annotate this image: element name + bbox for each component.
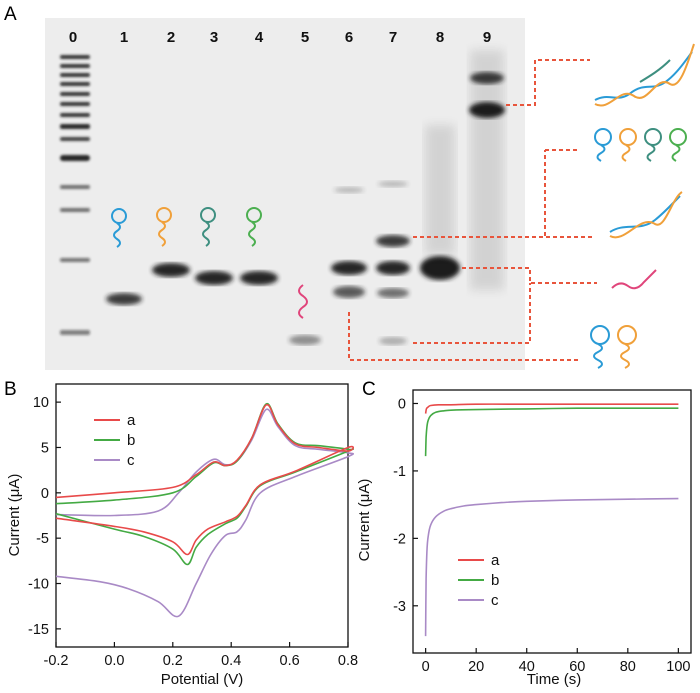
hairpin-green-icon: [246, 207, 262, 247]
long-duplex-icon: [594, 43, 695, 107]
panel-c: C 0 20 40 60 80 100 0 -1 -2 -3 a b c Time (s) Cur…: [356, 379, 692, 688]
band-lane-1: [106, 293, 142, 305]
band-lane-9-upper: [470, 72, 504, 84]
band-lane-7-lower: [377, 288, 409, 298]
gel-bands: [60, 50, 505, 345]
band-lane-7-top: [376, 235, 410, 247]
chart-c-ytick-label-3: -3: [393, 599, 406, 615]
chart-c-ticks: 0 20 40 60 80 100 0 -1 -2 -3: [393, 396, 690, 675]
chart-b-legend: a b c: [94, 412, 136, 469]
chart-c-xtick-label-0: 0: [422, 659, 430, 675]
chart-b-xtick-label-0-2: 0.2: [163, 653, 183, 669]
chart-b-ytick-label-0: 0: [41, 486, 49, 502]
lane-number-5: 5: [301, 29, 309, 46]
gel-hairpin-icons: [111, 207, 308, 319]
band-lane-5: [289, 335, 321, 345]
legend-c-label-c: c: [491, 592, 499, 609]
lane-number-9: 9: [483, 29, 491, 46]
panel-c-letter: C: [362, 379, 376, 400]
smear-lane-9: [470, 50, 504, 290]
it-line-c: [424, 497, 679, 637]
it-line-a: [424, 403, 679, 414]
schematic-icons: [590, 43, 695, 369]
panel-a-letter: A: [4, 4, 17, 25]
chart-b-frame: [55, 383, 349, 648]
lane-numbers: 0 1 2 3 4 5 6 7 8 9: [69, 29, 491, 46]
cv-line-b: [55, 403, 354, 566]
lane-number-8: 8: [436, 29, 444, 46]
panel-a: A 0 1 2 3 4 5 6 7 8 9: [4, 4, 695, 370]
chart-c-xtick-label-20: 20: [468, 659, 484, 675]
leader-lines: [348, 59, 597, 361]
chart-c-frame: [412, 389, 692, 654]
chart-b-xlabel: Potential (V): [161, 671, 244, 688]
chart-b-lines: [55, 403, 354, 618]
chart-b-xtick-label-0-6: 0.6: [280, 653, 300, 669]
lane-number-7: 7: [389, 29, 397, 46]
chart-c-ytick-label-2: -2: [393, 531, 406, 547]
band-lane-7-middle: [376, 261, 410, 275]
short-duplex-icon: [609, 191, 683, 239]
lane-number-0: 0: [69, 29, 77, 46]
chart-c-xtick-label-80: 80: [620, 659, 636, 675]
chart-b-xtick-label-0-0: 0.0: [104, 653, 124, 669]
chart-c-xlabel: Time (s): [527, 671, 581, 688]
chart-b-ticks: -0.2 0.0 0.2 0.4 0.6 0.8 10 5 0 -5 -10 -15: [28, 395, 358, 669]
chart-c-xtick-label-100: 100: [666, 659, 690, 675]
chart-c-xtick-label-60: 60: [569, 659, 585, 675]
chart-b-ytick-label-10: -10: [28, 577, 49, 593]
single-strand-icon: [298, 284, 308, 319]
lane-number-1: 1: [120, 29, 128, 46]
band-lane-7-bottom: [379, 337, 407, 345]
chart-b-ytick-label-10: 10: [33, 395, 49, 411]
band-lane-9-lower: [469, 102, 505, 118]
cv-line-a: [55, 404, 354, 556]
chart-c-xtick-label-40: 40: [519, 659, 535, 675]
four-hairpins-icon: [594, 128, 687, 162]
band-lane-6-faint: [334, 187, 364, 193]
chart-b-ytick-label-5: 5: [41, 440, 49, 456]
chart-c-lines: [424, 403, 679, 637]
band-lane-8: [420, 256, 460, 280]
band-lane-4: [240, 271, 278, 285]
chart-c-legend: a b c: [458, 552, 500, 609]
chart-b-ytick-label-15: -15: [28, 622, 49, 638]
legend-c-label-b: b: [491, 572, 499, 589]
smear-lane-8: [425, 125, 455, 255]
hairpin-orange-icon: [156, 207, 172, 247]
lane-number-6: 6: [345, 29, 353, 46]
chart-b-ytick-label-5: -5: [36, 531, 49, 547]
chart-c-ytick-label-1: -1: [393, 464, 406, 480]
chart-b-xtick-label-0-8: 0.8: [338, 653, 358, 669]
ladder-bands: [60, 55, 90, 335]
chart-b-xtick-label-0-4: 0.4: [221, 653, 241, 669]
hairpin-blue-icon: [111, 208, 127, 248]
lane-number-3: 3: [210, 29, 218, 46]
chart-c-ytick-label-0: 0: [398, 396, 406, 412]
legend-c-label-a: a: [491, 552, 500, 569]
band-lane-6-upper: [331, 261, 367, 275]
chart-b-xtick-label-0-2: -0.2: [44, 653, 69, 669]
lane-number-2: 2: [167, 29, 175, 46]
panel-b-letter: B: [4, 379, 17, 400]
cv-line-c: [55, 408, 354, 618]
band-lane-6-lower: [333, 286, 365, 298]
legend-b-label-c: c: [127, 452, 135, 469]
band-lane-7-faint: [378, 181, 408, 187]
band-lane-3: [195, 271, 233, 285]
legend-b-label-a: a: [127, 412, 136, 429]
short-strand-icon: [611, 269, 657, 290]
two-hairpins-icon: [590, 325, 637, 369]
it-line-b: [424, 407, 679, 457]
chart-b-ylabel: Current (μA): [6, 474, 23, 557]
hairpin-teal-icon: [200, 207, 216, 247]
lane-number-4: 4: [255, 29, 264, 46]
chart-c-ylabel: Current (μA): [356, 479, 373, 562]
band-lane-2: [152, 263, 190, 277]
legend-b-label-b: b: [127, 432, 135, 449]
